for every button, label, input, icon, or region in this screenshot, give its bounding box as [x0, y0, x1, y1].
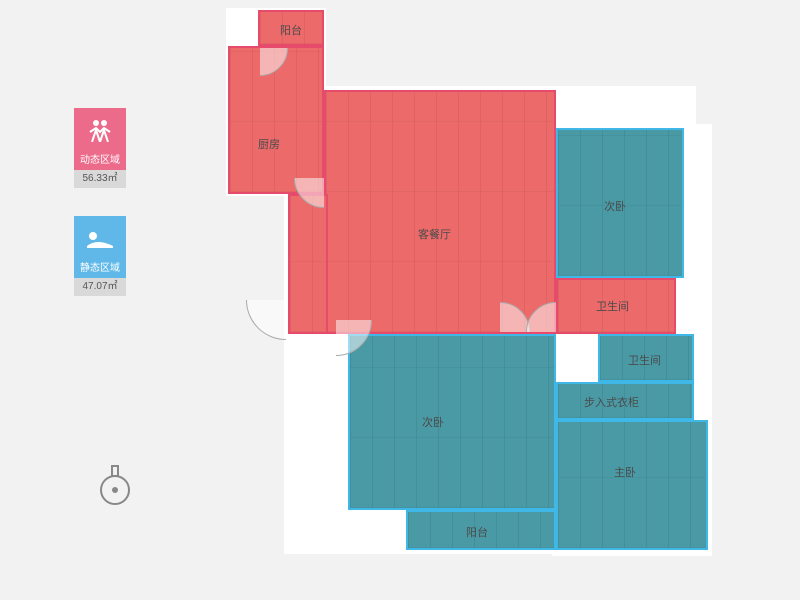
- legend-static-label: 静态区域: [74, 260, 126, 278]
- compass-icon: [95, 460, 135, 510]
- room-label-master: 主卧: [614, 464, 636, 480]
- legend: 动态区域 56.33㎡ 静态区域 47.07㎡: [74, 108, 126, 324]
- room-living: [324, 90, 556, 334]
- rest-icon: [74, 216, 126, 260]
- room-label-bath_bot: 卫生间: [628, 352, 661, 368]
- room-label-kitchen: 厨房: [258, 136, 280, 152]
- room-master: [556, 420, 708, 550]
- room-bed2_bot: [348, 334, 556, 510]
- legend-static: 静态区域 47.07㎡: [74, 216, 126, 296]
- people-icon: [74, 108, 126, 152]
- room-label-balcony_top: 阳台: [280, 22, 302, 38]
- room-living_ext: [288, 194, 328, 334]
- room-label-balcony_bot: 阳台: [466, 524, 488, 540]
- room-label-closet: 步入式衣柜: [584, 394, 639, 410]
- room-label-bed2_top: 次卧: [604, 198, 626, 214]
- floor-plan: 阳台厨房客餐厅卫生间次卧卫生间步入式衣柜次卧主卧阳台: [200, 10, 740, 570]
- legend-dynamic-label: 动态区域: [74, 152, 126, 170]
- room-label-bath_top: 卫生间: [596, 298, 629, 314]
- legend-dynamic-value: 56.33㎡: [74, 170, 126, 188]
- legend-static-value: 47.07㎡: [74, 278, 126, 296]
- legend-dynamic: 动态区域 56.33㎡: [74, 108, 126, 188]
- room-label-living: 客餐厅: [418, 226, 451, 242]
- room-label-bed2_bot: 次卧: [422, 414, 444, 430]
